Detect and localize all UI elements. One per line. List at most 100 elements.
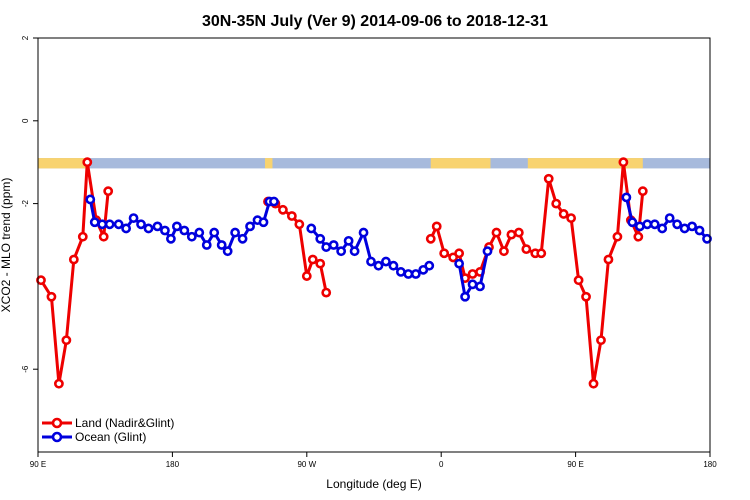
data-point-ocean [475,281,485,292]
data-point-ocean [343,235,354,246]
data-point-ocean [201,240,212,250]
data-point-ocean [657,223,668,234]
land-band [38,158,88,169]
data-point-land [278,204,288,215]
data-point-ocean [104,219,115,230]
data-point-land [98,231,109,242]
data-point-ocean [634,221,645,232]
data-point-ocean [328,240,339,250]
x-tick-label: 90 E [30,460,46,469]
data-point-land [612,231,623,242]
data-point-ocean [128,213,139,223]
data-point-ocean [349,246,360,257]
data-point-ocean [209,227,220,238]
chart-title: 30N-35N July (Ver 9) 2014-09-06 to 2018-… [202,13,548,30]
y-tick-label: 0 [21,118,30,123]
data-point-land [61,335,72,346]
data-point-ocean [388,260,399,271]
data-point-ocean [358,227,369,238]
data-point-land [491,227,502,238]
data-point-land [54,378,64,389]
data-point-land [543,173,554,184]
x-tick-label: 180 [703,460,717,469]
data-point-ocean [321,242,332,252]
data-point-ocean [679,223,690,234]
data-point-ocean [269,196,279,207]
data-point-ocean [381,256,391,267]
data-point-ocean [621,192,632,203]
data-point-ocean [306,223,317,234]
y-tick-label: 2 [21,35,30,40]
data-point-ocean [454,258,465,269]
series-line-land [39,160,110,386]
data-point-land [46,291,57,302]
data-point-land [558,209,569,219]
data-point-ocean [230,227,241,238]
data-point-ocean [216,240,227,250]
x-axis-label: Longitude (deg E) [326,477,421,491]
series-line-land [429,160,645,386]
data-point-land [596,335,606,346]
series-line-land [267,200,328,293]
data-point-ocean [467,279,478,290]
data-point-land [103,186,114,197]
y-tick-label: -6 [21,365,30,373]
land-band [527,158,643,169]
data-point-ocean [664,213,675,223]
data-point-land [499,246,509,257]
data-point-land [286,211,297,221]
data-point-land [633,231,644,242]
legend-item-land: Land (Nadir&Glint) [42,416,174,430]
data-point-land [454,248,465,259]
data-point-ocean [121,223,132,234]
data-point-land [506,229,517,240]
ocean-band [38,158,710,169]
data-point-land [321,287,332,298]
data-point-ocean [460,291,470,302]
data-point-ocean [702,233,712,244]
data-point-ocean [627,217,638,228]
data-point-land [301,271,312,281]
data-point-ocean [194,227,205,238]
data-point-land [294,219,305,230]
y-tick-label: -2 [21,199,30,207]
data-point-land [566,213,577,223]
x-tick-label: 0 [439,460,444,469]
data-point-land [573,275,584,286]
legend-land-label: Land (Nadir&Glint) [75,416,174,430]
data-point-land [431,221,442,232]
plot-frame [37,37,711,453]
data-point-ocean [245,221,255,232]
data-point-ocean [179,225,190,236]
data-point-ocean [366,256,376,267]
data-point-land [637,186,648,197]
data-point-ocean [113,219,124,230]
legend-ocean-marker [51,431,63,443]
data-point-ocean [424,260,435,271]
data-point-land [36,275,46,286]
data-point-land [588,378,599,389]
series-layer [36,157,712,389]
data-point-ocean [395,267,406,277]
legend-item-ocean: Ocean (Glint) [42,430,146,444]
data-point-land [425,233,436,244]
legend-land-marker [51,417,63,429]
data-point-ocean [237,233,248,244]
data-point-land [467,269,478,279]
x-tick-label: 180 [166,460,180,469]
data-point-ocean [649,219,660,230]
data-point-land [307,254,318,265]
data-point-ocean [85,194,96,205]
data-point-ocean [89,217,100,228]
data-point-ocean [687,221,697,232]
data-point-land [536,248,547,259]
data-point-ocean [672,219,683,230]
data-point-ocean [258,217,269,228]
x-tick-label: 90 E [567,460,583,469]
data-point-ocean [152,221,163,232]
land-band [430,158,491,169]
x-tick-label: 90 W [297,460,316,469]
y-axis-label: XCO2 - MLO trend (ppm) [0,178,13,313]
data-point-land [315,258,326,269]
land-band [264,158,273,169]
